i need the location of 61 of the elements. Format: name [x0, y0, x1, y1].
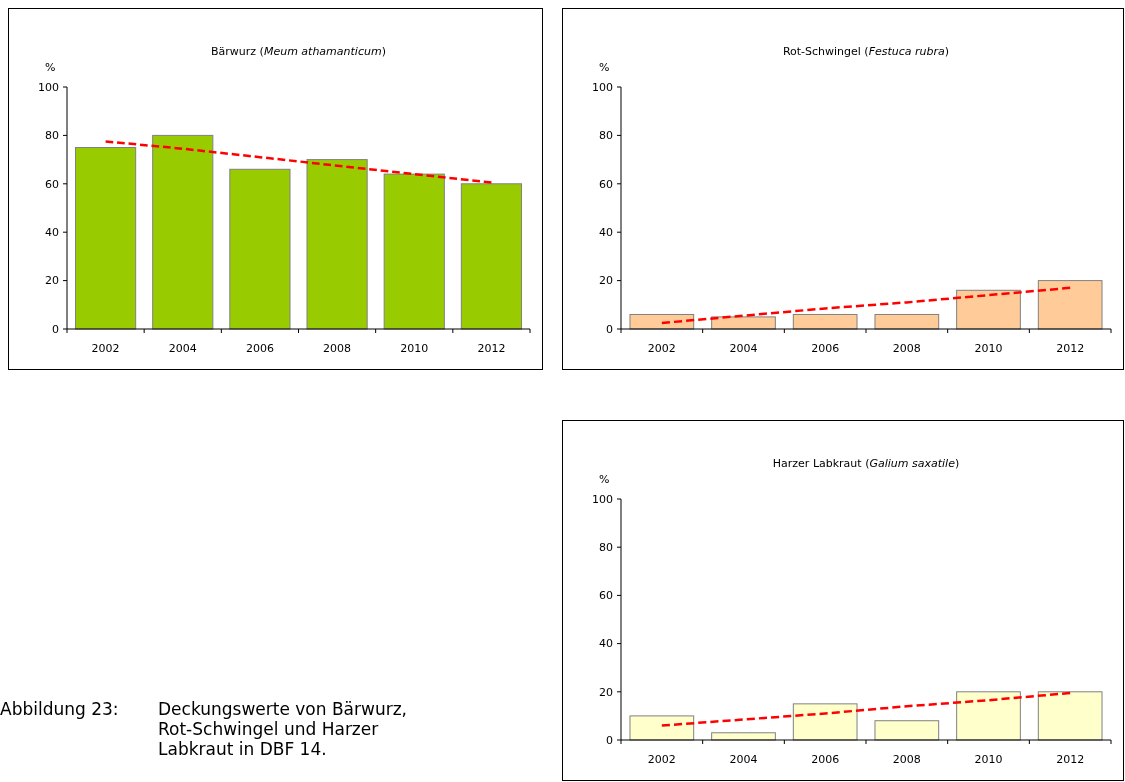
x-tick-label: 2008	[892, 753, 921, 766]
x-tick-label: 2010	[400, 342, 429, 355]
y-tick-label: 40	[599, 226, 613, 240]
x-tick-label: 2002	[647, 753, 676, 766]
bar	[1037, 691, 1103, 741]
x-tick-label: 2002	[647, 342, 676, 355]
y-tick-label: 80	[599, 129, 613, 143]
bar	[383, 173, 445, 330]
y-tick-label: 100	[592, 80, 613, 94]
x-tick-label: 2002	[91, 342, 120, 355]
y-tick-label: 100	[38, 80, 59, 94]
y-axis-title: %	[45, 61, 56, 74]
chart-title: Bärwurz (Meum athamanticum)	[211, 45, 386, 58]
y-tick-label: 20	[45, 274, 59, 288]
x-tick-label: 2006	[811, 342, 840, 355]
y-tick-label: 40	[45, 226, 59, 240]
bar	[874, 720, 940, 741]
line-series	[660, 691, 1072, 727]
y-tick-label: 80	[599, 541, 613, 555]
bar	[956, 691, 1021, 741]
bar	[956, 289, 1021, 330]
bar	[792, 703, 858, 741]
y-tick-label: 60	[599, 177, 613, 191]
y-tick-label: 20	[599, 685, 613, 699]
bar	[792, 313, 858, 330]
bar	[306, 159, 368, 330]
y-tick-label: 40	[599, 637, 613, 651]
line-series	[104, 140, 493, 184]
bar	[874, 313, 940, 330]
bar	[1037, 280, 1103, 330]
x-tick-label: 2008	[892, 342, 921, 355]
x-tick-label: 2004	[168, 342, 197, 355]
x-tick-label: 2012	[477, 342, 506, 355]
line-series	[660, 286, 1072, 325]
text: Abbildung 23: Deckungswerte von Bärwurz, Rot-Schwingel und Harzer Labkraut in DBF 14.	[0, 699, 407, 759]
bar	[460, 183, 523, 330]
x-tick-label: 2010	[974, 342, 1003, 355]
y-tick-label: 0	[606, 733, 613, 747]
x-tick-label: 2012	[1056, 753, 1085, 766]
bar	[152, 134, 214, 330]
bar	[629, 715, 695, 741]
y-tick-label: 60	[599, 589, 613, 603]
x-tick-label: 2008	[323, 342, 352, 355]
y-tick-label: 60	[45, 177, 59, 191]
x-tick-label: 2004	[729, 342, 758, 355]
chart-title: Harzer Labkraut (Galium saxatile)	[772, 457, 960, 470]
x-tick-label: 2006	[811, 753, 840, 766]
x-tick-label: 2012	[1056, 342, 1085, 355]
y-axis-title: %	[599, 61, 610, 74]
bar	[229, 168, 291, 330]
x-tick-label: 2004	[729, 753, 758, 766]
chart-title: Rot-Schwingel (Festuca rubra)	[782, 45, 950, 58]
x-tick-label: 2006	[245, 342, 274, 355]
y-tick-label: 100	[592, 492, 613, 506]
y-axis-title: %	[599, 473, 610, 486]
x-tick-label: 2010	[974, 753, 1003, 766]
bar	[74, 147, 137, 330]
y-tick-label: 0	[606, 322, 613, 336]
y-tick-label: 20	[599, 274, 613, 288]
y-tick-label: 0	[52, 322, 59, 336]
y-tick-label: 80	[45, 129, 59, 143]
